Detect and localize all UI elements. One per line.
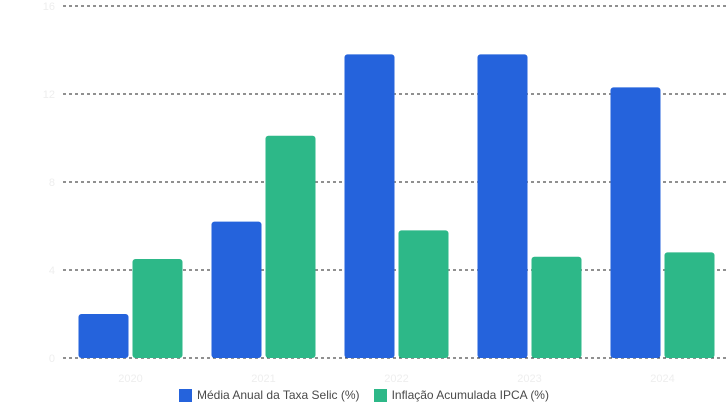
x-axis-ticks: 2020 2021 2022 2023 2024	[118, 373, 674, 385]
bar-selic-2020[interactable]	[78, 314, 129, 358]
x-tick-label: 2024	[650, 373, 674, 385]
legend-item-selic[interactable]: Média Anual da Taxa Selic (%)	[179, 388, 360, 402]
y-tick-label: 16	[43, 1, 55, 13]
bar-selic-2024[interactable]	[610, 87, 661, 359]
bar-ipca-2024[interactable]	[664, 252, 715, 358]
x-tick-label: 2021	[251, 373, 275, 385]
legend-label-ipca: Inflação Acumulada IPCA (%)	[391, 388, 549, 402]
y-tick-label: 0	[49, 353, 55, 365]
bar-selic-2022[interactable]	[344, 54, 395, 359]
x-tick-label: 2023	[517, 373, 541, 385]
bar-ipca-2020[interactable]	[132, 259, 183, 358]
y-tick-label: 4	[49, 265, 55, 277]
bar-ipca-2021[interactable]	[265, 135, 316, 358]
legend-swatch-selic	[179, 388, 193, 402]
bar-selic-2023[interactable]	[477, 54, 528, 359]
bar-ipca-2023[interactable]	[531, 256, 582, 358]
x-tick-label: 2020	[118, 373, 142, 385]
bar-ipca-2022[interactable]	[398, 230, 449, 358]
bars	[78, 54, 715, 359]
y-tick-label: 12	[43, 89, 55, 101]
y-axis-ticks: 0 4 8 12 16	[43, 1, 55, 365]
y-tick-label: 8	[49, 177, 55, 189]
legend-swatch-ipca	[373, 388, 387, 402]
bar-selic-2021[interactable]	[211, 221, 262, 358]
legend: Média Anual da Taxa Selic (%) Inflação A…	[0, 388, 728, 402]
legend-item-ipca[interactable]: Inflação Acumulada IPCA (%)	[373, 388, 549, 402]
x-tick-label: 2022	[384, 373, 408, 385]
legend-label-selic: Média Anual da Taxa Selic (%)	[197, 388, 360, 402]
